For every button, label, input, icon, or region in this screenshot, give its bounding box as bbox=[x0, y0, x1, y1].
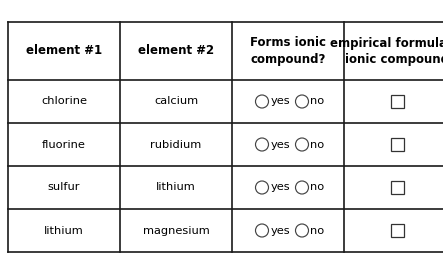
Bar bbox=[391, 138, 404, 151]
Bar bbox=[391, 95, 404, 108]
Text: chlorine: chlorine bbox=[41, 97, 87, 106]
Text: lithium: lithium bbox=[156, 183, 196, 192]
Bar bbox=[391, 181, 404, 194]
Text: yes: yes bbox=[271, 140, 290, 149]
Text: no: no bbox=[311, 140, 325, 149]
Text: calcium: calcium bbox=[154, 97, 198, 106]
Text: yes: yes bbox=[271, 226, 290, 235]
Text: no: no bbox=[311, 226, 325, 235]
Text: element #2: element #2 bbox=[138, 45, 214, 57]
Text: Forms ionic
compound?: Forms ionic compound? bbox=[250, 37, 326, 66]
Text: magnesium: magnesium bbox=[143, 226, 210, 235]
Text: sulfur: sulfur bbox=[48, 183, 80, 192]
Bar bbox=[391, 224, 404, 237]
Text: empirical formula of
ionic compound: empirical formula of ionic compound bbox=[330, 37, 443, 66]
Text: rubidium: rubidium bbox=[150, 140, 202, 149]
Text: no: no bbox=[311, 97, 325, 106]
Text: lithium: lithium bbox=[44, 226, 84, 235]
Text: yes: yes bbox=[271, 97, 290, 106]
Text: no: no bbox=[311, 183, 325, 192]
Text: yes: yes bbox=[271, 183, 290, 192]
Text: fluorine: fluorine bbox=[42, 140, 86, 149]
Text: element #1: element #1 bbox=[26, 45, 102, 57]
